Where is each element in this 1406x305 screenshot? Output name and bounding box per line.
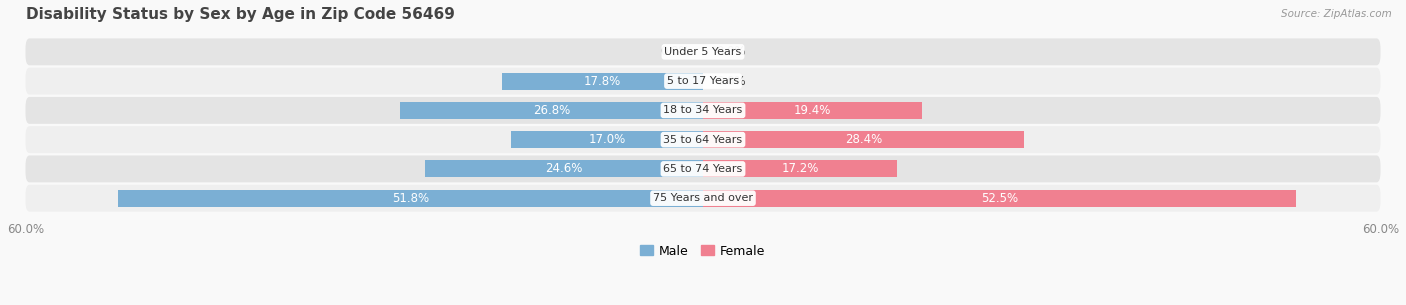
Bar — [703, 102, 922, 119]
Text: Under 5 Years: Under 5 Years — [665, 47, 741, 57]
Text: 18 to 34 Years: 18 to 34 Years — [664, 106, 742, 115]
Text: 65 to 74 Years: 65 to 74 Years — [664, 164, 742, 174]
Legend: Male, Female: Male, Female — [636, 239, 770, 263]
FancyBboxPatch shape — [25, 38, 1381, 65]
Text: 17.8%: 17.8% — [583, 75, 621, 88]
Bar — [703, 190, 1296, 207]
Text: 24.6%: 24.6% — [546, 162, 583, 175]
Text: 26.8%: 26.8% — [533, 104, 571, 117]
Bar — [510, 131, 703, 148]
Text: 35 to 64 Years: 35 to 64 Years — [664, 135, 742, 145]
Text: 17.2%: 17.2% — [782, 162, 818, 175]
Text: 19.4%: 19.4% — [794, 104, 831, 117]
Bar — [425, 160, 703, 178]
Text: 0.0%: 0.0% — [717, 75, 747, 88]
Text: 75 Years and over: 75 Years and over — [652, 193, 754, 203]
Text: 52.5%: 52.5% — [981, 192, 1018, 205]
Bar — [118, 190, 703, 207]
Text: 28.4%: 28.4% — [845, 133, 882, 146]
Text: Disability Status by Sex by Age in Zip Code 56469: Disability Status by Sex by Age in Zip C… — [25, 7, 454, 22]
Text: 51.8%: 51.8% — [392, 192, 429, 205]
Bar — [703, 131, 1024, 148]
Bar — [401, 102, 703, 119]
Bar — [703, 160, 897, 178]
Text: Source: ZipAtlas.com: Source: ZipAtlas.com — [1281, 9, 1392, 19]
FancyBboxPatch shape — [25, 185, 1381, 212]
FancyBboxPatch shape — [25, 126, 1381, 153]
Text: 0.0%: 0.0% — [659, 45, 689, 58]
Bar — [502, 73, 703, 90]
FancyBboxPatch shape — [25, 97, 1381, 124]
FancyBboxPatch shape — [25, 156, 1381, 182]
Text: 17.0%: 17.0% — [588, 133, 626, 146]
Text: 0.0%: 0.0% — [717, 45, 747, 58]
FancyBboxPatch shape — [25, 68, 1381, 95]
Text: 5 to 17 Years: 5 to 17 Years — [666, 76, 740, 86]
